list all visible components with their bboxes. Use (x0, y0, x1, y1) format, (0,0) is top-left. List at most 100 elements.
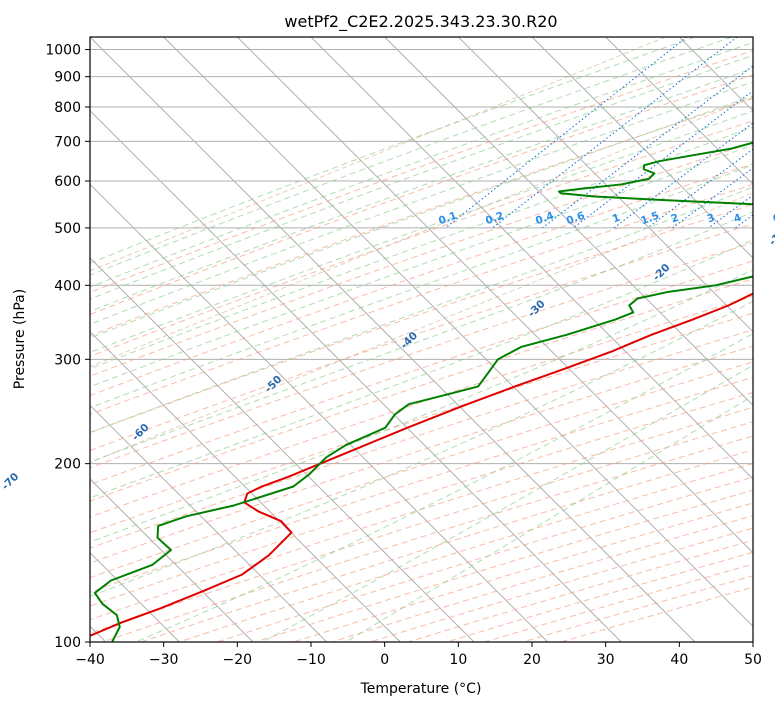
y-axis: 1000 900 800 700 600 500 400 300 200 100 (45, 43, 90, 651)
dewpoint-profile (93, 141, 753, 642)
y-tick-label: 400 (54, 278, 81, 294)
dry-adiabat (90, 260, 753, 486)
x-tick-label: 20 (523, 652, 541, 668)
dry-adiabat (90, 345, 753, 564)
isotherm (163, 37, 753, 628)
moist-adiabat (90, 41, 753, 288)
mixing-ratio-label: 3 (706, 212, 717, 226)
dry-adiabat (90, 74, 753, 316)
height-label: -50 (263, 373, 285, 395)
moist-adiabat (90, 300, 753, 598)
height-label: -10 (767, 226, 775, 248)
isohypse-guide (90, 192, 753, 463)
mixing-ratio-line (492, 37, 738, 229)
dry-adiabat (293, 502, 753, 642)
mixing-ratio-label: 0.6 (565, 210, 587, 228)
isotherm (531, 37, 753, 259)
mixing-ratio-label: 2 (669, 212, 680, 226)
isotherm (605, 37, 753, 186)
moist-adiabat (90, 269, 753, 543)
isotherm (678, 37, 753, 112)
isotherm (90, 404, 328, 642)
height-label: -20 (651, 262, 673, 284)
dry-adiabat (102, 435, 753, 642)
dry-adiabat (90, 97, 753, 337)
x-tick-label: 10 (449, 652, 467, 668)
dry-adiabat (90, 242, 753, 469)
line-annotations: -100-90-80-70-60-50-40-30-20-100.10.20.4… (0, 210, 775, 493)
mixing-ratio-label: 0.2 (484, 210, 506, 228)
moist-adiabat (90, 239, 753, 499)
y-tick-label: 200 (54, 457, 81, 473)
moist-adiabat (90, 144, 753, 388)
y-tick-label: 100 (54, 635, 81, 651)
isotherm (90, 257, 475, 642)
dry-adiabat (407, 539, 753, 642)
moist-adiabat (90, 37, 696, 264)
mixing-ratio-line (542, 65, 753, 229)
dry-adiabat (90, 142, 753, 377)
plot-frame (89, 36, 754, 643)
y-axis-title: Pressure (hPa) (12, 289, 28, 389)
mixing-ratio-line (672, 167, 753, 229)
x-tick-label: −20 (223, 652, 253, 668)
isotherm (90, 109, 622, 642)
isotherm (90, 330, 401, 642)
moist-adiabat (90, 126, 753, 370)
isotherm (752, 37, 753, 38)
plot-area (90, 37, 753, 642)
moist-adiabat (90, 81, 753, 325)
dry-adiabat (90, 120, 753, 357)
dry-adiabat (90, 50, 753, 294)
moist-adiabat (90, 211, 753, 463)
y-tick-label: 600 (54, 174, 81, 190)
x-tick-label: 50 (744, 652, 762, 668)
isotherm (236, 37, 753, 554)
profiles (90, 141, 753, 642)
mixing-ratio-label: 6 (771, 212, 775, 226)
chart-title: wetPf2_C2E2.2025.343.23.30.R20 (284, 12, 557, 32)
isohypse-guide (90, 37, 666, 272)
mixing-ratio-label: 0.4 (534, 210, 556, 228)
mixing-ratio-line (734, 214, 753, 229)
y-tick-label: 700 (54, 134, 81, 150)
moist-adiabat (90, 37, 732, 276)
y-tick-label: 900 (54, 70, 81, 86)
dry-adiabat (90, 361, 753, 579)
mixing-ratio-line (572, 90, 753, 229)
mixing-ratio-label: 0.1 (437, 210, 459, 228)
moist-adiabat (262, 364, 753, 642)
y-tick-label: 800 (54, 100, 81, 116)
dry-adiabat (90, 376, 753, 593)
moist-adiabat (90, 67, 753, 313)
isotherm (310, 37, 753, 480)
dry-adiabat (90, 295, 753, 518)
dry-adiabat (90, 391, 753, 607)
y-tick-label: 500 (54, 221, 81, 237)
moist-adiabat (90, 110, 753, 354)
dry-adiabat (90, 183, 753, 415)
isotherm (90, 183, 549, 642)
dry-adiabat (90, 312, 753, 534)
dry-adiabat (90, 329, 753, 549)
dry-adiabat (331, 515, 753, 642)
moist-adiabat (90, 164, 753, 409)
moist-adiabat (90, 95, 753, 339)
moist-adiabat (90, 186, 753, 433)
height-label: -60 (130, 421, 152, 443)
height-label: -30 (526, 298, 548, 320)
x-tick-label: −30 (149, 652, 179, 668)
y-tick-label: 300 (54, 352, 81, 368)
x-axis: −40 −30 −20 −10 0 10 20 30 40 50 (75, 642, 762, 668)
moist-adiabat (90, 54, 753, 300)
x-tick-label: 30 (597, 652, 615, 668)
mixing-ratio-label: 4 (732, 212, 743, 226)
isohypse-guide (90, 96, 753, 368)
dry-adiabat (90, 223, 753, 451)
mixing-ratio-label: 1.5 (639, 210, 661, 228)
y-tick-label: 1000 (45, 43, 81, 59)
x-axis-title: Temperature (°C) (360, 681, 482, 697)
dry-adiabat (522, 575, 753, 642)
dry-adiabat (90, 203, 753, 434)
